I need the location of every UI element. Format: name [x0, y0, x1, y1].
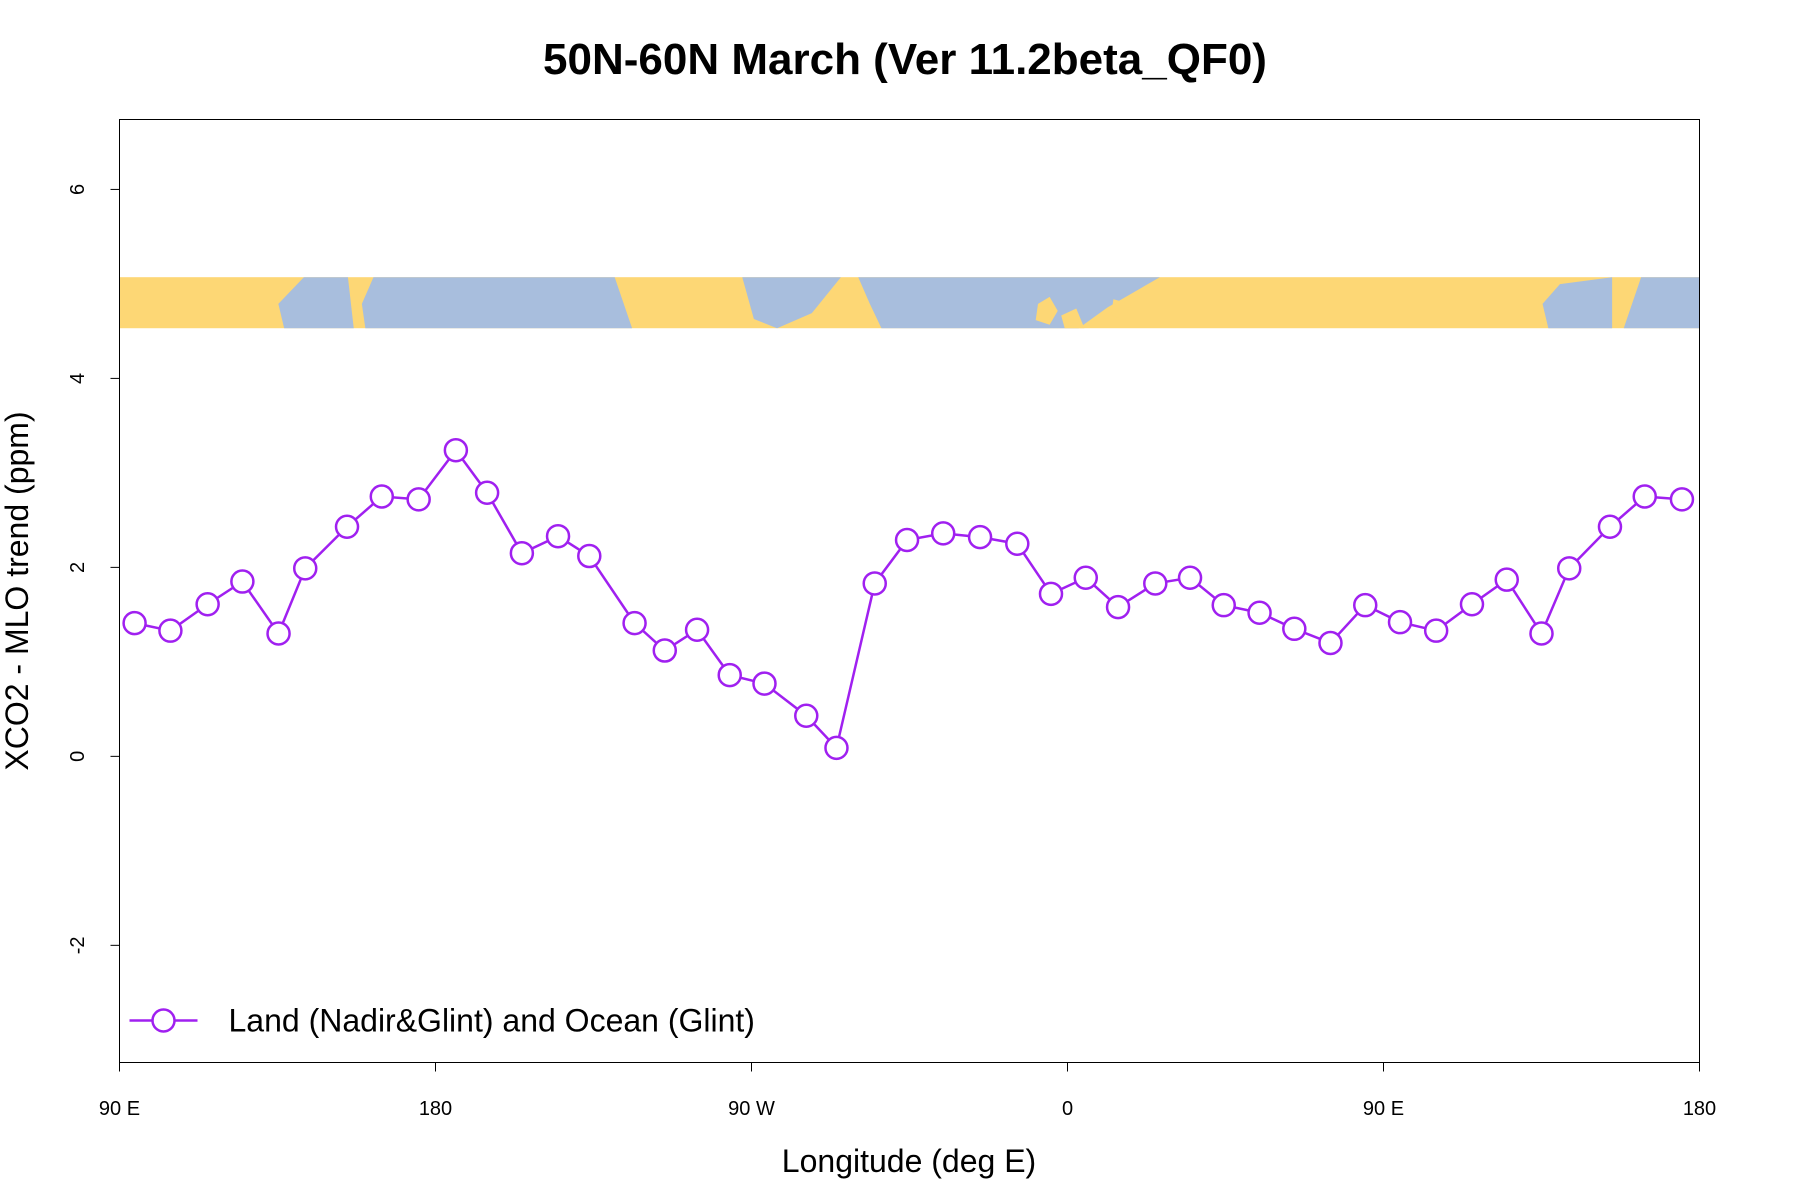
data-point	[545, 523, 571, 549]
y-tick-label: 6	[67, 184, 89, 195]
data-point	[1005, 531, 1030, 557]
data-point	[1423, 618, 1449, 643]
series-line	[134, 448, 1683, 751]
x-tick-label: 180	[1683, 1098, 1716, 1120]
data-point	[752, 671, 777, 696]
data-point	[334, 514, 360, 539]
data-point	[894, 527, 920, 553]
map-ocean	[278, 277, 1700, 329]
data-point	[1143, 571, 1168, 596]
chart-title: 50N-60N March (Ver 11.2beta_QF0)	[543, 35, 1267, 84]
data-point	[406, 487, 431, 512]
data-point	[1247, 600, 1272, 625]
y-tick-label: 2	[67, 562, 89, 573]
data-point	[652, 638, 678, 663]
x-tick-label: 0	[1062, 1098, 1073, 1120]
data-point	[1282, 616, 1307, 642]
data-point	[1211, 592, 1236, 618]
y-tick-label: 4	[67, 373, 89, 384]
legend: Land (Nadir&Glint) and Ocean (Glint)	[129, 1003, 755, 1039]
data-point	[862, 571, 887, 596]
data-point	[474, 480, 500, 505]
data-point	[1459, 591, 1485, 617]
data-point	[1177, 565, 1203, 591]
data-point	[577, 543, 602, 569]
y-tick-label: -2	[67, 936, 89, 954]
data-point	[684, 617, 710, 642]
legend-label: Land (Nadir&Glint) and Ocean (Glint)	[229, 1003, 755, 1039]
data-point	[1387, 609, 1413, 635]
x-tick-label: 90 W	[728, 1098, 775, 1120]
data-point	[1105, 594, 1131, 620]
x-tick-label: 90 E	[99, 1098, 140, 1120]
data-point	[1669, 487, 1695, 512]
data-point	[1632, 484, 1657, 509]
data-point	[509, 540, 535, 566]
data-point	[1038, 581, 1064, 607]
data-point	[292, 556, 318, 581]
data-point	[1352, 592, 1378, 618]
data-point	[622, 610, 647, 636]
data-point	[443, 437, 469, 463]
map-islands	[1035, 296, 1131, 329]
plot-frame	[119, 119, 1700, 1063]
data-point	[266, 621, 291, 646]
y-tick-label: 0	[67, 751, 89, 762]
data-point	[1597, 514, 1623, 539]
data-point	[1073, 565, 1099, 591]
x-tick-label: 180	[419, 1098, 452, 1120]
data-point	[158, 618, 183, 643]
y-axis-label: XCO2 - MLO trend (ppm)	[0, 411, 35, 770]
data-point	[794, 703, 819, 728]
legend-marker	[151, 1008, 176, 1033]
data-point	[1529, 621, 1554, 646]
data-point	[195, 591, 220, 617]
data-point	[369, 484, 395, 509]
x-axis-label: Longitude (deg E)	[782, 1143, 1036, 1179]
data-point	[230, 569, 255, 594]
x-tick-label: 90 E	[1363, 1098, 1404, 1120]
data-point	[1494, 567, 1519, 592]
data-point	[930, 521, 956, 546]
data-point	[1318, 630, 1343, 656]
data-point	[1556, 556, 1582, 581]
map-strip	[119, 277, 1700, 329]
data-point	[717, 662, 742, 688]
data-point	[967, 524, 993, 550]
data-point	[122, 610, 147, 636]
data-point	[824, 735, 849, 761]
